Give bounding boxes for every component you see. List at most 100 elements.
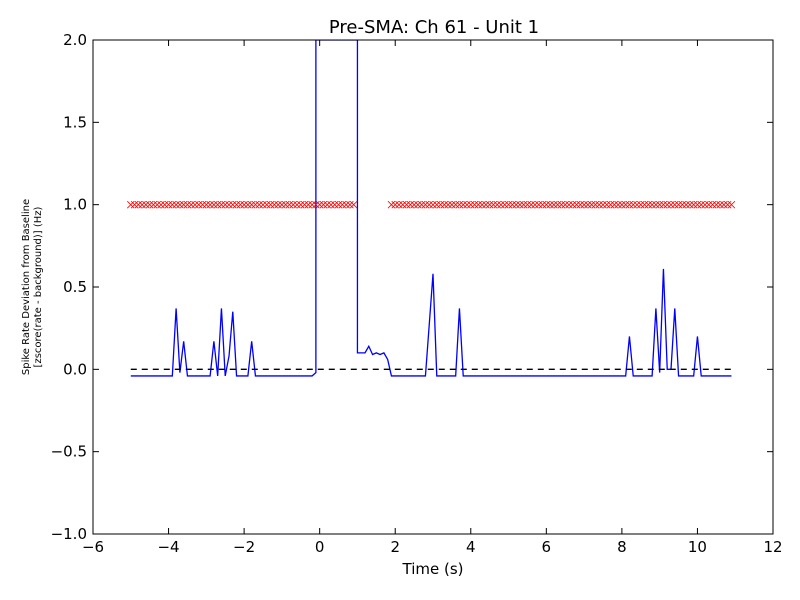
significance-marker	[659, 200, 668, 209]
significance-marker	[300, 200, 309, 209]
y-tick-label: 1.0	[63, 196, 87, 214]
significance-marker	[625, 200, 634, 209]
significance-marker	[451, 200, 460, 209]
significance-marker	[504, 200, 513, 209]
significance-marker	[432, 200, 441, 209]
significance-marker	[455, 200, 464, 209]
significance-marker	[561, 200, 570, 209]
significance-marker	[689, 200, 698, 209]
significance-marker	[221, 200, 230, 209]
significance-marker	[538, 200, 547, 209]
significance-marker	[421, 200, 430, 209]
significance-marker	[546, 200, 554, 209]
significance-marker	[281, 200, 290, 209]
significance-marker	[602, 200, 611, 209]
significance-marker	[512, 200, 520, 209]
significance-marker	[474, 200, 483, 209]
x-tick-label: 12	[763, 538, 782, 556]
spike-rate-line	[130, 40, 732, 377]
y-axis-label-line2: [zscore(rate - background)] (Hz)	[33, 206, 44, 367]
significance-marker	[478, 200, 486, 209]
significance-marker	[251, 200, 260, 209]
significance-marker	[270, 200, 279, 209]
significance-marker	[534, 200, 543, 209]
y-tick-label: 0.0	[63, 360, 87, 378]
significance-marker	[289, 200, 298, 209]
significance-marker	[402, 200, 411, 209]
significance-marker	[342, 200, 350, 209]
significance-marker	[516, 200, 524, 209]
plot-content	[126, 40, 736, 377]
significance-marker	[674, 200, 683, 209]
significance-marker	[262, 200, 271, 209]
y-tick-label: 1.5	[63, 113, 87, 131]
significance-marker	[493, 200, 502, 209]
significance-marker	[655, 200, 664, 209]
significance-marker	[160, 200, 169, 209]
significance-marker	[720, 200, 728, 209]
significance-marker	[652, 200, 660, 209]
significance-marker	[247, 200, 256, 209]
significance-marker	[266, 200, 275, 209]
x-tick-label: 8	[617, 538, 627, 556]
y-tick-label: 0.5	[63, 278, 87, 296]
significance-marker	[202, 200, 211, 209]
significance-marker	[157, 200, 165, 209]
x-tick-label: 2	[390, 538, 400, 556]
significance-marker	[444, 200, 452, 209]
significance-marker	[572, 200, 581, 209]
significance-marker	[565, 200, 573, 209]
significance-marker	[398, 200, 407, 209]
significance-marker	[217, 200, 226, 209]
significance-marker	[228, 200, 237, 209]
significance-marker	[640, 200, 649, 209]
significance-marker	[255, 200, 264, 209]
x-tick-label: 6	[542, 538, 552, 556]
x-tick-label: −6	[82, 538, 104, 556]
chart-title: Pre-SMA: Ch 61 - Unit 1	[329, 17, 539, 38]
significance-marker	[648, 200, 656, 209]
significance-marker	[470, 200, 479, 209]
significance-marker	[138, 200, 146, 209]
significance-marker	[330, 200, 339, 209]
significance-marker	[523, 200, 532, 209]
significance-marker	[274, 200, 282, 209]
significance-marker	[678, 200, 687, 209]
significance-marker	[542, 200, 551, 209]
significance-marker	[194, 200, 203, 209]
significance-marker	[459, 200, 468, 209]
significance-marker	[327, 200, 335, 209]
significance-marker	[172, 200, 180, 209]
significance-marker	[667, 200, 675, 209]
significance-marker	[591, 200, 600, 209]
significance-marker	[727, 200, 736, 209]
significance-marker	[145, 200, 154, 209]
significance-marker	[595, 200, 604, 209]
significance-marker	[508, 200, 517, 209]
significance-marker	[584, 200, 592, 209]
significance-marker	[704, 200, 713, 209]
significance-marker	[285, 200, 294, 209]
significance-marker	[206, 200, 214, 209]
significance-marker	[240, 200, 248, 209]
significance-marker	[448, 200, 456, 209]
significance-marker	[232, 200, 241, 209]
x-tick-label: 4	[466, 538, 476, 556]
x-tick-label: 0	[315, 538, 325, 556]
significance-marker	[153, 200, 162, 209]
significance-marker	[225, 200, 233, 209]
significance-marker	[519, 200, 528, 209]
significance-marker	[213, 200, 222, 209]
significance-marker	[293, 200, 301, 209]
axis-ticks: −6 −4 −2 0 2 4 6 8 10 12 −1.0 −0.5 0.0 0.5 1.0 1.5 2.0	[51, 31, 783, 556]
significance-marker	[633, 200, 641, 209]
significance-marker	[701, 200, 709, 209]
x-tick-label: 10	[688, 538, 707, 556]
significance-marker	[708, 200, 717, 209]
significance-marker	[149, 200, 158, 209]
significance-marker	[406, 200, 415, 209]
significance-marker	[500, 200, 509, 209]
significance-marker	[576, 200, 585, 209]
significance-marker	[636, 200, 645, 209]
